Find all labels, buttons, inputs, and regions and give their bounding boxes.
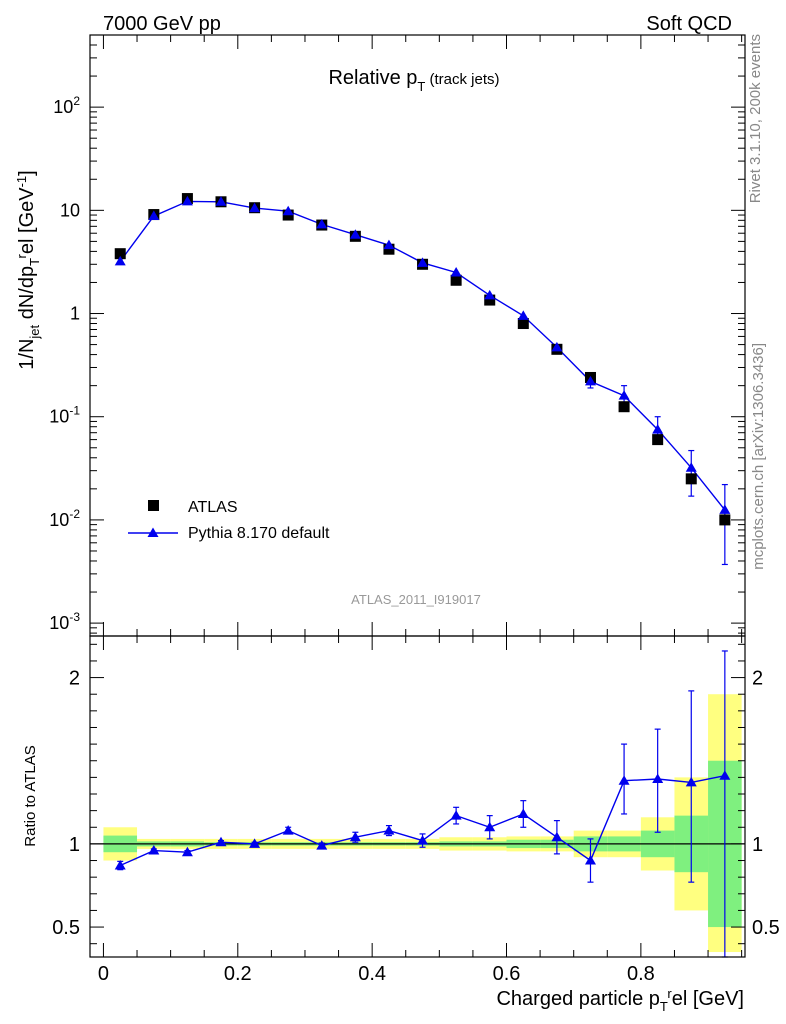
- header-left-label: 7000 GeV pp: [103, 13, 221, 35]
- mcplots-label: mcplots.cern.ch [arXiv:1306.3436]: [750, 343, 767, 570]
- ratio-pythia-point: [316, 840, 328, 850]
- pythia-point: [316, 218, 328, 229]
- main-title: Relative pT (track jets): [328, 67, 499, 94]
- atlas-point: [484, 294, 496, 306]
- ratio-pythia-point: [551, 831, 563, 842]
- atlas-point: [652, 434, 664, 446]
- ratio-y-tick-label: 1: [69, 834, 80, 856]
- title-extra: (track jets): [425, 71, 499, 88]
- main-panel-frame: [89, 34, 746, 637]
- svg-text:Relative pT (track jets): Relative pT (track jets): [328, 67, 499, 94]
- pythia-point: [349, 229, 361, 239]
- pythia-point: [484, 289, 496, 300]
- ratio-pythia-point: [417, 835, 429, 845]
- ratio-x-tick-label: 0.4: [358, 963, 386, 985]
- main-y-tick-label: 102: [53, 94, 80, 117]
- ratio-x-tick-label: 0.2: [224, 963, 252, 985]
- analysis-tag: ATLAS_2011_I919017: [351, 592, 481, 607]
- pythia-point: [249, 202, 261, 213]
- pythia-point: [685, 462, 697, 472]
- pythia-point: [517, 310, 529, 320]
- pythia-point: [551, 341, 563, 352]
- legend-marker-atlas: [148, 500, 159, 511]
- ratio-y-tick-label: 0.5: [52, 917, 80, 939]
- svg-text:1/Njet dN/dpTrel [GeV-1]: 1/Njet dN/dpTrel [GeV-1]: [14, 170, 42, 369]
- ratio-pythia-point: [517, 808, 529, 818]
- ratio-pythia-point: [652, 773, 664, 784]
- atlas-point: [618, 401, 630, 413]
- atlas-point: [685, 473, 697, 485]
- main-y-axis-title: 1/Njet dN/dpTrel [GeV-1]: [14, 170, 42, 369]
- ratio-x-tick-label: 0.8: [627, 963, 655, 985]
- atlas-point: [450, 274, 462, 286]
- pythia-point: [383, 239, 395, 250]
- pythia-point: [719, 504, 731, 514]
- ratio-pythia-point: [450, 810, 462, 820]
- ratio-pythia-point: [383, 825, 395, 835]
- ratio-pythia-point: [685, 776, 697, 787]
- ratio-panel-frame: [89, 635, 746, 958]
- ratio-x-tick-label: 0.6: [493, 963, 521, 985]
- title-sub: T: [417, 79, 425, 94]
- main-y-tick-label: 10-1: [49, 404, 80, 427]
- pythia-point: [417, 257, 429, 267]
- atlas-point: [719, 514, 731, 526]
- pythia-point: [215, 196, 227, 206]
- pythia-point: [148, 210, 160, 221]
- atlas-point: [383, 243, 395, 255]
- ratio-pythia-point: [114, 860, 126, 870]
- main-y-tick-label: 10-2: [49, 507, 80, 530]
- rivet-label: Rivet 3.1.10, 200k events: [747, 34, 764, 203]
- atlas-point: [517, 318, 529, 330]
- ratio-y-axis-title: Ratio to ATLAS: [22, 745, 39, 846]
- pythia-point: [181, 195, 193, 206]
- ratio-pythia-point: [181, 846, 193, 857]
- ratio-y-tick-label-right: 2: [752, 668, 763, 690]
- ratio-pythia-point: [484, 821, 496, 832]
- ratio-y-tick-label-right: 0.5: [752, 917, 780, 939]
- ratio-x-tick-label: 0: [98, 963, 109, 985]
- pythia-point: [652, 424, 664, 434]
- atlas-point: [114, 248, 126, 260]
- ratio-pythia-point: [618, 775, 630, 785]
- title-main: Relative p: [328, 67, 417, 89]
- legend-label-pythia: Pythia 8.170 default: [188, 525, 330, 542]
- ratio-pythia-point: [719, 770, 731, 780]
- pythia-point: [450, 266, 462, 277]
- main-y-tick-label: 1: [70, 304, 80, 324]
- pythia-point: [282, 205, 294, 216]
- pythia-point: [114, 255, 126, 266]
- pythia-point: [584, 375, 596, 386]
- legend: ATLAS Pythia 8.170 default: [128, 499, 330, 542]
- legend-label-atlas: ATLAS: [188, 499, 238, 516]
- ratio-x-axis-title: Charged particle pTrel [GeV]: [496, 986, 744, 1014]
- pythia-point: [618, 390, 630, 400]
- main-y-tick-label: 10-3: [49, 610, 80, 633]
- legend-marker-pythia: [147, 527, 159, 537]
- ratio-y-tick-label-right: 1: [752, 834, 763, 856]
- ratio-pythia-point: [282, 825, 294, 835]
- ratio-pythia-point: [584, 855, 596, 865]
- ratio-pythia-point: [349, 831, 361, 842]
- main-y-tick-label: 10: [60, 200, 80, 220]
- pythia-line: [119, 200, 726, 511]
- svg-text:Charged particle pTrel [GeV]: Charged particle pTrel [GeV]: [496, 986, 744, 1014]
- header-right-label: Soft QCD: [646, 13, 732, 35]
- ratio-pythia-point: [148, 845, 160, 855]
- ratio-pythia-point: [249, 838, 261, 848]
- ratio-pythia-point: [215, 836, 227, 847]
- ratio-y-tick-label: 2: [69, 668, 80, 690]
